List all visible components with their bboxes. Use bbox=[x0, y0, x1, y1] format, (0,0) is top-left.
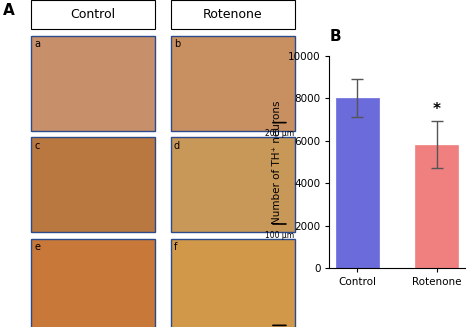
Text: f: f bbox=[174, 242, 177, 252]
Text: a: a bbox=[34, 39, 40, 49]
Bar bbox=[171, 239, 295, 327]
Bar bbox=[31, 36, 155, 131]
Text: 100 μm: 100 μm bbox=[265, 231, 294, 240]
Text: b: b bbox=[174, 39, 180, 49]
Bar bbox=[415, 145, 458, 268]
Bar bbox=[336, 98, 379, 268]
Y-axis label: Number of TH⁺ neurons: Number of TH⁺ neurons bbox=[272, 100, 282, 224]
Bar bbox=[171, 0, 295, 29]
Text: *: * bbox=[433, 102, 441, 117]
Bar bbox=[31, 0, 155, 29]
Text: A: A bbox=[3, 3, 15, 18]
Bar bbox=[31, 239, 155, 327]
Text: 200 μm: 200 μm bbox=[265, 129, 294, 138]
Text: d: d bbox=[174, 141, 180, 151]
Text: c: c bbox=[34, 141, 39, 151]
Text: Rotenone: Rotenone bbox=[203, 8, 263, 21]
Text: Control: Control bbox=[71, 8, 116, 21]
Bar bbox=[171, 36, 295, 131]
Bar bbox=[31, 137, 155, 232]
Text: e: e bbox=[34, 242, 40, 252]
Text: B: B bbox=[329, 29, 341, 44]
Bar bbox=[171, 137, 295, 232]
